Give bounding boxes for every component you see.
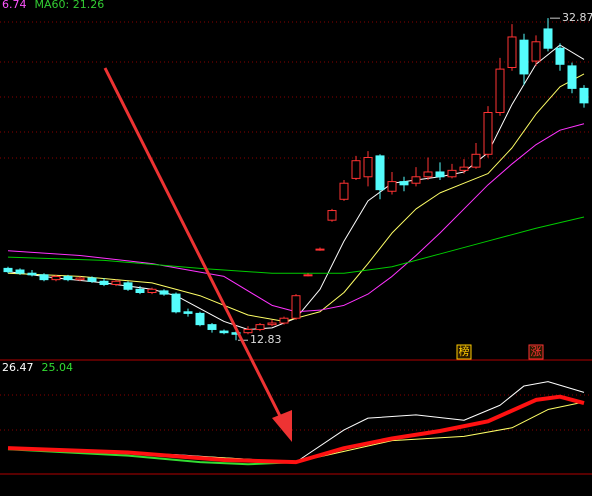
candle-body	[375, 155, 385, 191]
badge-bg	[528, 344, 544, 360]
candle-body	[471, 153, 481, 168]
candle-body	[315, 248, 325, 251]
indicator-line	[7, 73, 585, 322]
candle-body	[567, 65, 577, 89]
header-label: 6.74	[2, 0, 27, 11]
indicator-line	[7, 216, 585, 274]
indicator-line	[7, 448, 297, 466]
indicator-line	[7, 394, 585, 465]
candle-body	[423, 171, 433, 178]
candle-body	[75, 277, 85, 281]
candle-body	[27, 272, 37, 276]
plot-layer: 32.87 12.83 榜 涨 6.74 MA60: 21.26 26.47 25.04	[2, 0, 592, 466]
candle-body	[495, 68, 505, 113]
candle-body	[3, 267, 13, 273]
header-label: 25.04	[42, 361, 74, 374]
candle-body	[39, 274, 49, 281]
candle-body	[279, 317, 289, 324]
header-label: 26.47	[2, 361, 34, 374]
candle-body	[339, 182, 349, 200]
candle-body	[15, 269, 25, 274]
candle-body	[303, 274, 313, 277]
candle-body	[171, 293, 181, 313]
header-label: MA60: 21.26	[35, 0, 105, 11]
candle-body	[291, 295, 301, 319]
candle-body	[159, 290, 169, 295]
candle-body	[243, 328, 253, 334]
candle-body	[531, 41, 541, 62]
candle-body	[51, 275, 61, 281]
annotation-label: 32.87	[562, 11, 592, 24]
candle-body	[387, 181, 397, 192]
arrow	[103, 67, 284, 421]
candle-body	[63, 275, 73, 281]
candle-body	[543, 28, 553, 49]
annotation-label: 12.83	[250, 333, 282, 346]
candle-body	[435, 171, 445, 178]
candle-body	[459, 166, 469, 171]
badge-bg	[456, 344, 472, 360]
candle-body	[519, 39, 529, 75]
candle-body	[351, 160, 361, 179]
candle-body	[327, 210, 337, 221]
candle-body	[147, 288, 157, 293]
candle-body	[267, 322, 277, 326]
candle-body	[579, 87, 589, 104]
candle-body	[111, 280, 121, 285]
indicator-line	[7, 123, 585, 313]
candle-body	[447, 169, 457, 178]
candle-body	[123, 282, 133, 290]
arrow-head	[272, 410, 292, 442]
candle-body	[195, 312, 205, 326]
candle-body	[207, 324, 217, 330]
candle-body	[411, 176, 421, 184]
candle-body	[87, 277, 97, 282]
candle-body	[183, 311, 193, 314]
badge: 榜	[459, 344, 470, 358]
candle-body	[99, 280, 109, 285]
badge: 涨	[531, 345, 542, 358]
candle-body	[219, 330, 229, 334]
candle-body	[399, 181, 409, 186]
candle-body	[555, 47, 565, 65]
candle-body	[507, 36, 517, 69]
candle-body	[483, 112, 493, 155]
candle-body	[135, 288, 145, 293]
candle-body	[363, 157, 373, 178]
candle-body	[255, 324, 265, 330]
